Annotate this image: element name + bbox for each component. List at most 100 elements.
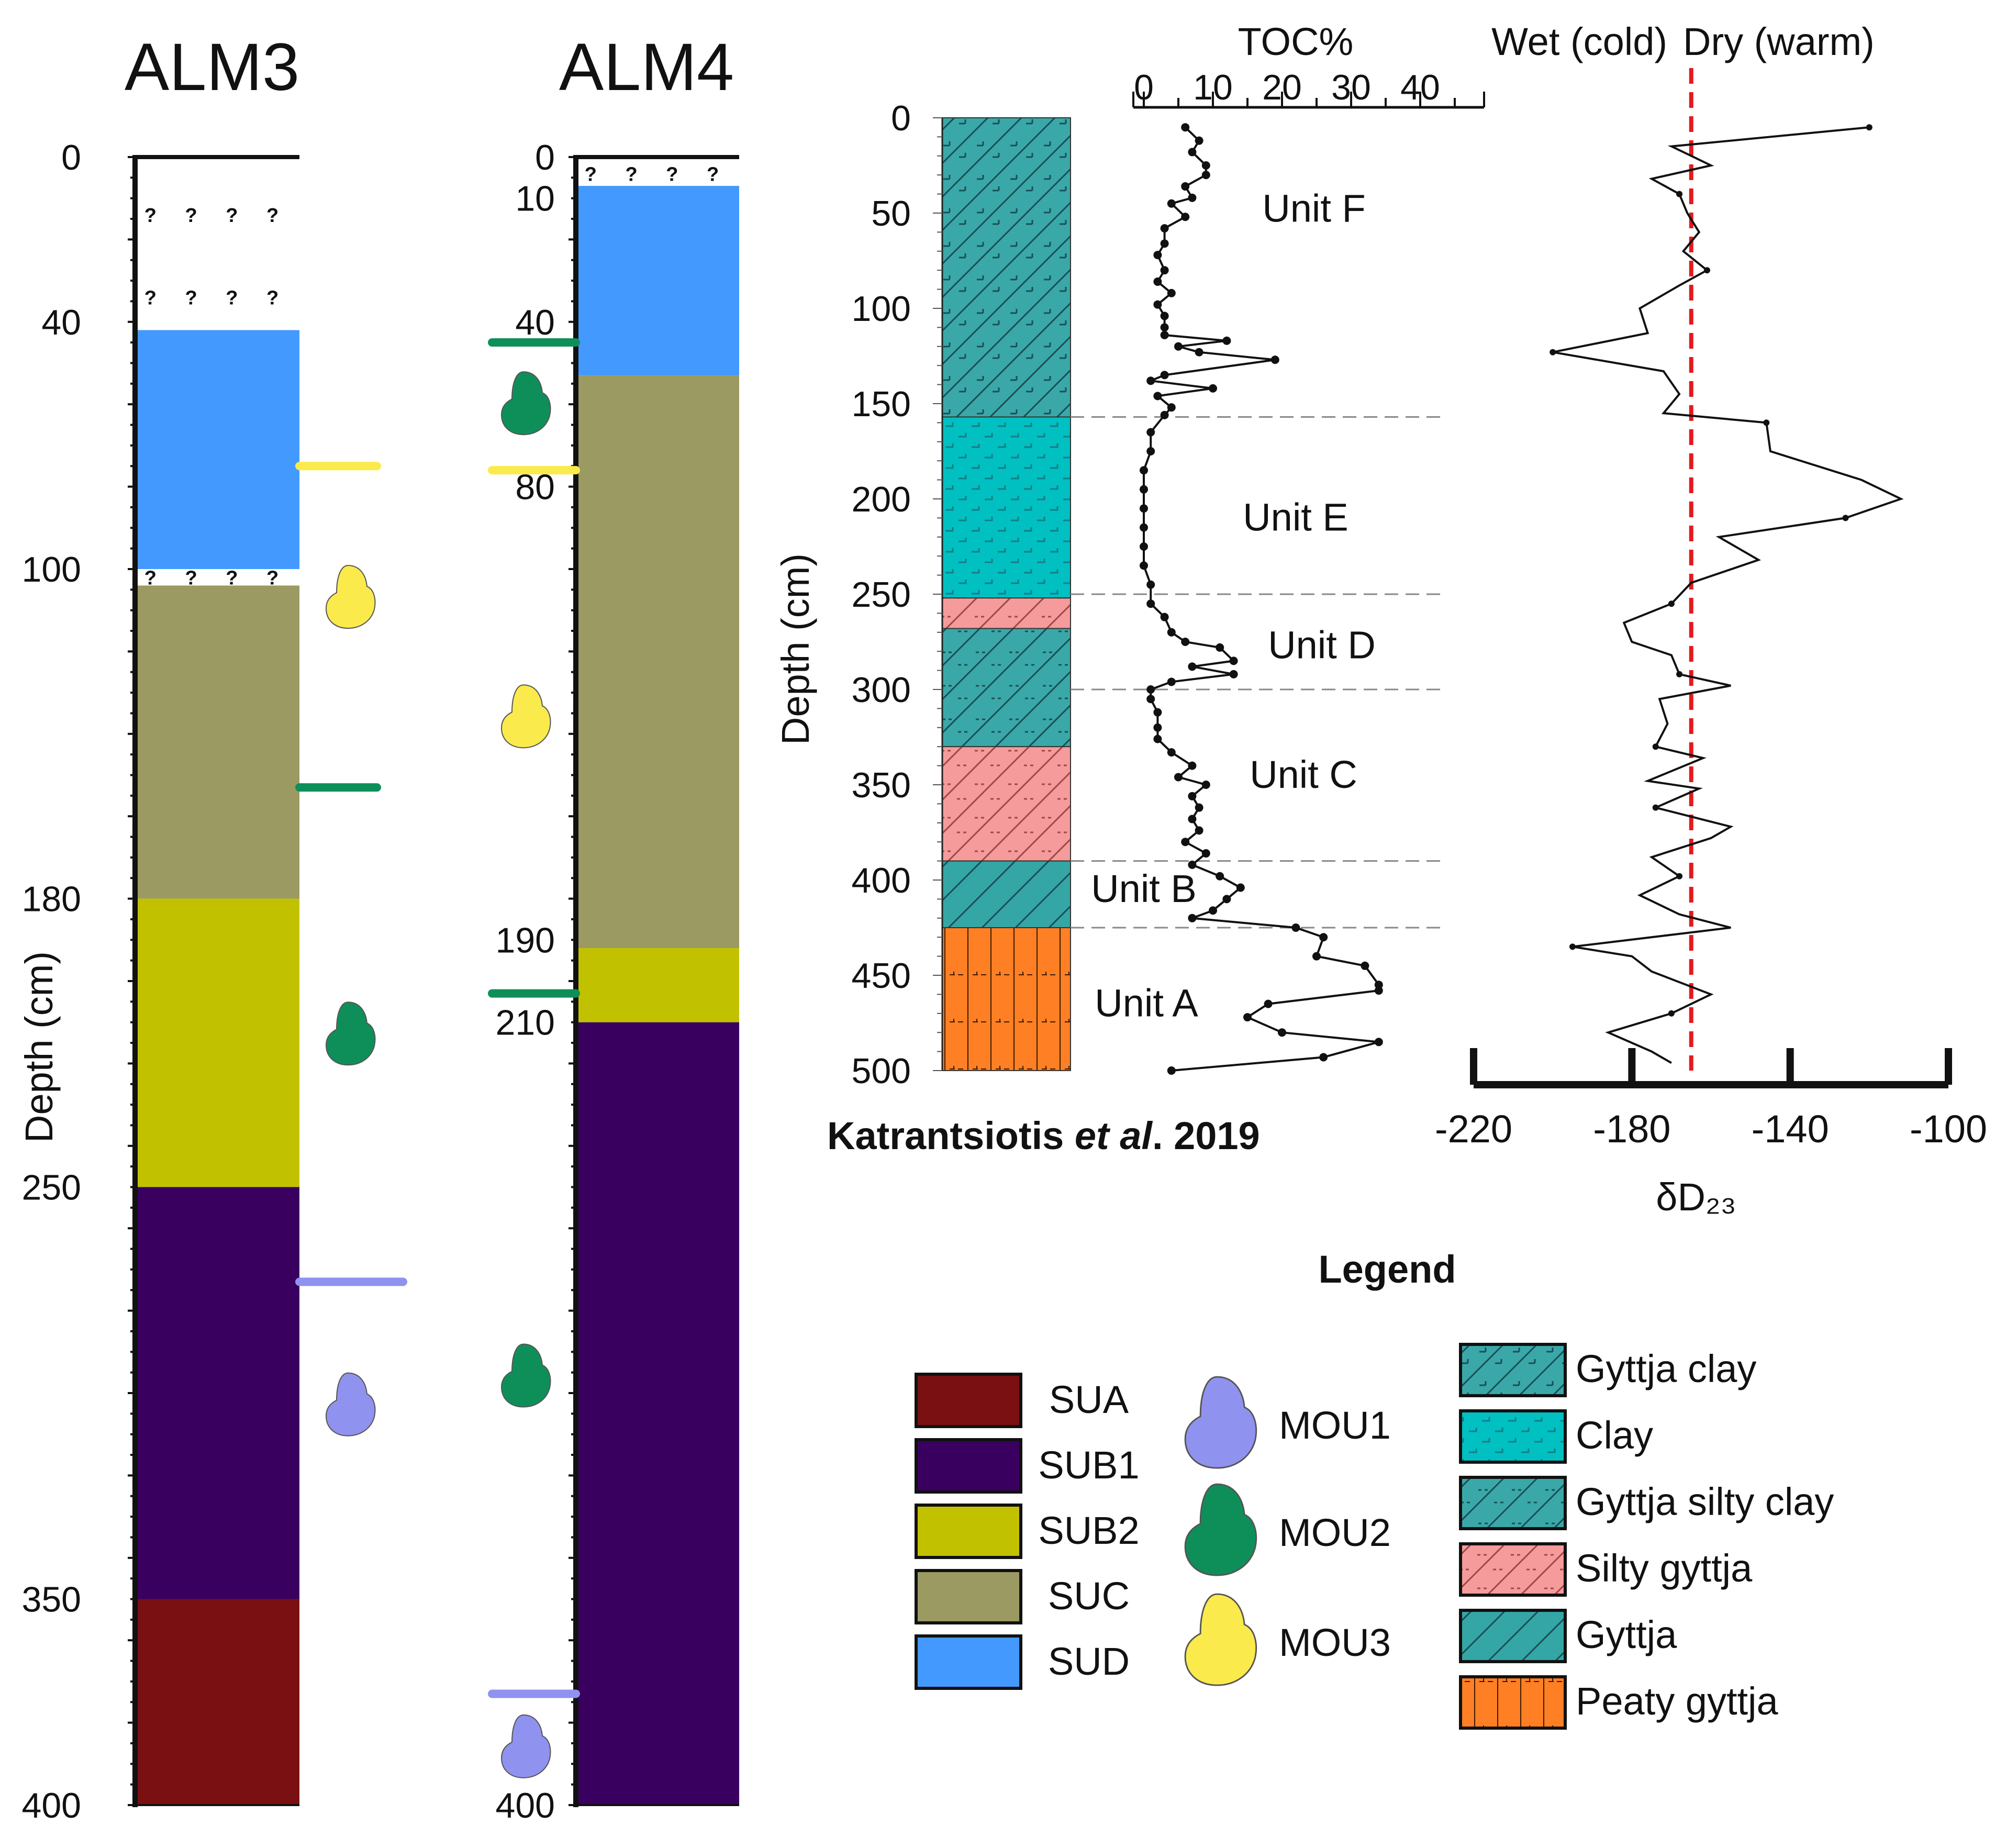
unit-boundary-lines <box>1071 416 1445 929</box>
toc-point <box>1146 580 1155 589</box>
toc-point <box>1243 1013 1252 1022</box>
deltaD-point <box>1676 873 1683 880</box>
mollusk-markers <box>295 462 407 1437</box>
legend-stratigraphic-units: SUA SUB1 SUB2 SUC SUD <box>915 1373 1140 1690</box>
katr-depth-tick-label: 500 <box>852 1051 911 1091</box>
legend-swatch-sud <box>915 1634 1022 1690</box>
katr-depth-tick-label: 150 <box>852 384 911 424</box>
toc-point <box>1195 136 1203 145</box>
legend-swatch-sub1 <box>915 1438 1022 1494</box>
depth-tick-label: 210 <box>496 1003 555 1043</box>
toc-curve-plot: TOC% 0 10 20 30 40 <box>1132 20 1485 1075</box>
toc-point <box>1188 761 1197 770</box>
deltaD-x-tick-label: -220 <box>1435 1107 1512 1151</box>
toc-point <box>1278 1028 1286 1037</box>
deltaD-series-line <box>1552 126 1904 1064</box>
toc-point <box>1167 628 1176 637</box>
layer-stack: ? ? ? ? <box>576 157 739 1805</box>
lithology-clay <box>942 416 1071 599</box>
toc-point <box>1188 148 1197 157</box>
toc-x-tick-label: 40 <box>1400 68 1440 107</box>
deltaD-x-tick-label: -100 <box>1910 1107 1987 1151</box>
toc-point <box>1188 193 1197 202</box>
mollusk-mou3-icon <box>325 565 376 629</box>
deltaD-point <box>1652 743 1659 750</box>
legend-label: MOU1 <box>1279 1404 1391 1447</box>
toc-point <box>1174 773 1183 782</box>
depth-tick-label: 350 <box>22 1580 81 1620</box>
unit-label: Unit E <box>1243 495 1348 539</box>
depth-tick-label: 10 <box>515 179 555 219</box>
toc-point <box>1181 213 1190 221</box>
legend: Legend SUA SUB1 SUB2 SUC SUD MOU1 MOU2 MOU3 Gy… <box>915 1248 1834 1730</box>
toc-point <box>1195 826 1203 835</box>
katr-depth-tick-label: 250 <box>852 575 911 615</box>
toc-x-tick-label: 30 <box>1331 68 1371 107</box>
toc-point <box>1167 677 1176 686</box>
deltaD-point <box>1676 671 1683 677</box>
unit-labels: Unit F Unit E Unit D Unit C Unit B Unit A <box>1091 187 1376 1025</box>
toc-point <box>1146 685 1155 694</box>
toc-axis-title: TOC% <box>1238 20 1354 63</box>
legend-swatch-gyttja-clay <box>1459 1343 1567 1397</box>
legend-label: Gyttja clay <box>1576 1347 1756 1390</box>
toc-point <box>1201 161 1210 170</box>
legend-mollusk-units: MOU1 MOU2 MOU3 <box>1184 1376 1391 1686</box>
layer-suc <box>135 585 299 899</box>
legend-label: SUB1 <box>1038 1443 1139 1487</box>
toc-point <box>1160 330 1169 339</box>
deltaD-point <box>1703 267 1710 274</box>
layer-unknown <box>576 157 739 186</box>
unit-label: Unit D <box>1268 623 1376 666</box>
legend-swatch-suc <box>915 1569 1022 1624</box>
layer-sud <box>576 186 739 376</box>
deltaD-point <box>1866 124 1873 131</box>
toc-point <box>1167 748 1176 757</box>
layer-unknown <box>135 157 299 330</box>
unit-label: Unit C <box>1250 753 1357 796</box>
deltaD-point <box>1668 1010 1675 1017</box>
toc-point <box>1160 323 1169 332</box>
toc-point <box>1140 561 1148 570</box>
toc-point <box>1160 311 1169 320</box>
katr-depth-tick-label: 200 <box>852 480 911 519</box>
lithology-silty-gyttja <box>942 597 1071 629</box>
toc-point <box>1153 723 1162 732</box>
legend-lithology: Gyttja clay Clay Gyttja silty clay Silty gy… <box>1459 1343 1834 1730</box>
lithology-silty-gyttja <box>942 746 1071 862</box>
mollusk-mou2-icon <box>325 1001 376 1066</box>
legend-title: Legend <box>1318 1248 1456 1291</box>
depth-axis: 0 40 100 180 250 350 400 <box>22 138 299 1825</box>
legend-mou3-icon <box>1184 1593 1257 1686</box>
toc-point <box>1160 239 1169 248</box>
toc-point <box>1188 914 1197 922</box>
toc-point <box>1140 523 1148 532</box>
core-title: ALM4 <box>559 30 734 105</box>
toc-point <box>1201 171 1210 180</box>
toc-point <box>1167 403 1176 412</box>
toc-point <box>1319 933 1328 942</box>
legend-swatch-peaty-gyttja <box>1459 1675 1567 1730</box>
toc-point <box>1195 348 1203 357</box>
toc-point <box>1264 999 1273 1008</box>
deltaD-point <box>1842 515 1849 521</box>
lithology-column <box>942 117 1071 1071</box>
toc-point <box>1140 504 1148 513</box>
unit-label: Unit F <box>1262 187 1365 230</box>
toc-point <box>1181 123 1190 132</box>
katr-depth-tick-label: 450 <box>852 956 911 996</box>
legend-label: Gyttja <box>1576 1613 1677 1656</box>
legend-label: Peaty gyttja <box>1576 1679 1779 1723</box>
toc-point <box>1153 300 1162 309</box>
depth-tick-label: 100 <box>22 550 81 589</box>
toc-point <box>1160 224 1169 233</box>
toc-point <box>1146 447 1155 455</box>
deltaD-point <box>1668 600 1675 607</box>
katr-depth-tick-label: 400 <box>852 861 911 900</box>
toc-point <box>1146 428 1155 437</box>
unknown-mark: ? ? ? ? <box>585 163 731 185</box>
depth-tick-label: 0 <box>61 138 81 177</box>
katr-depth-tick-label: 50 <box>871 194 911 233</box>
toc-point <box>1146 599 1155 608</box>
mollusk-mou2-icon <box>500 371 551 436</box>
